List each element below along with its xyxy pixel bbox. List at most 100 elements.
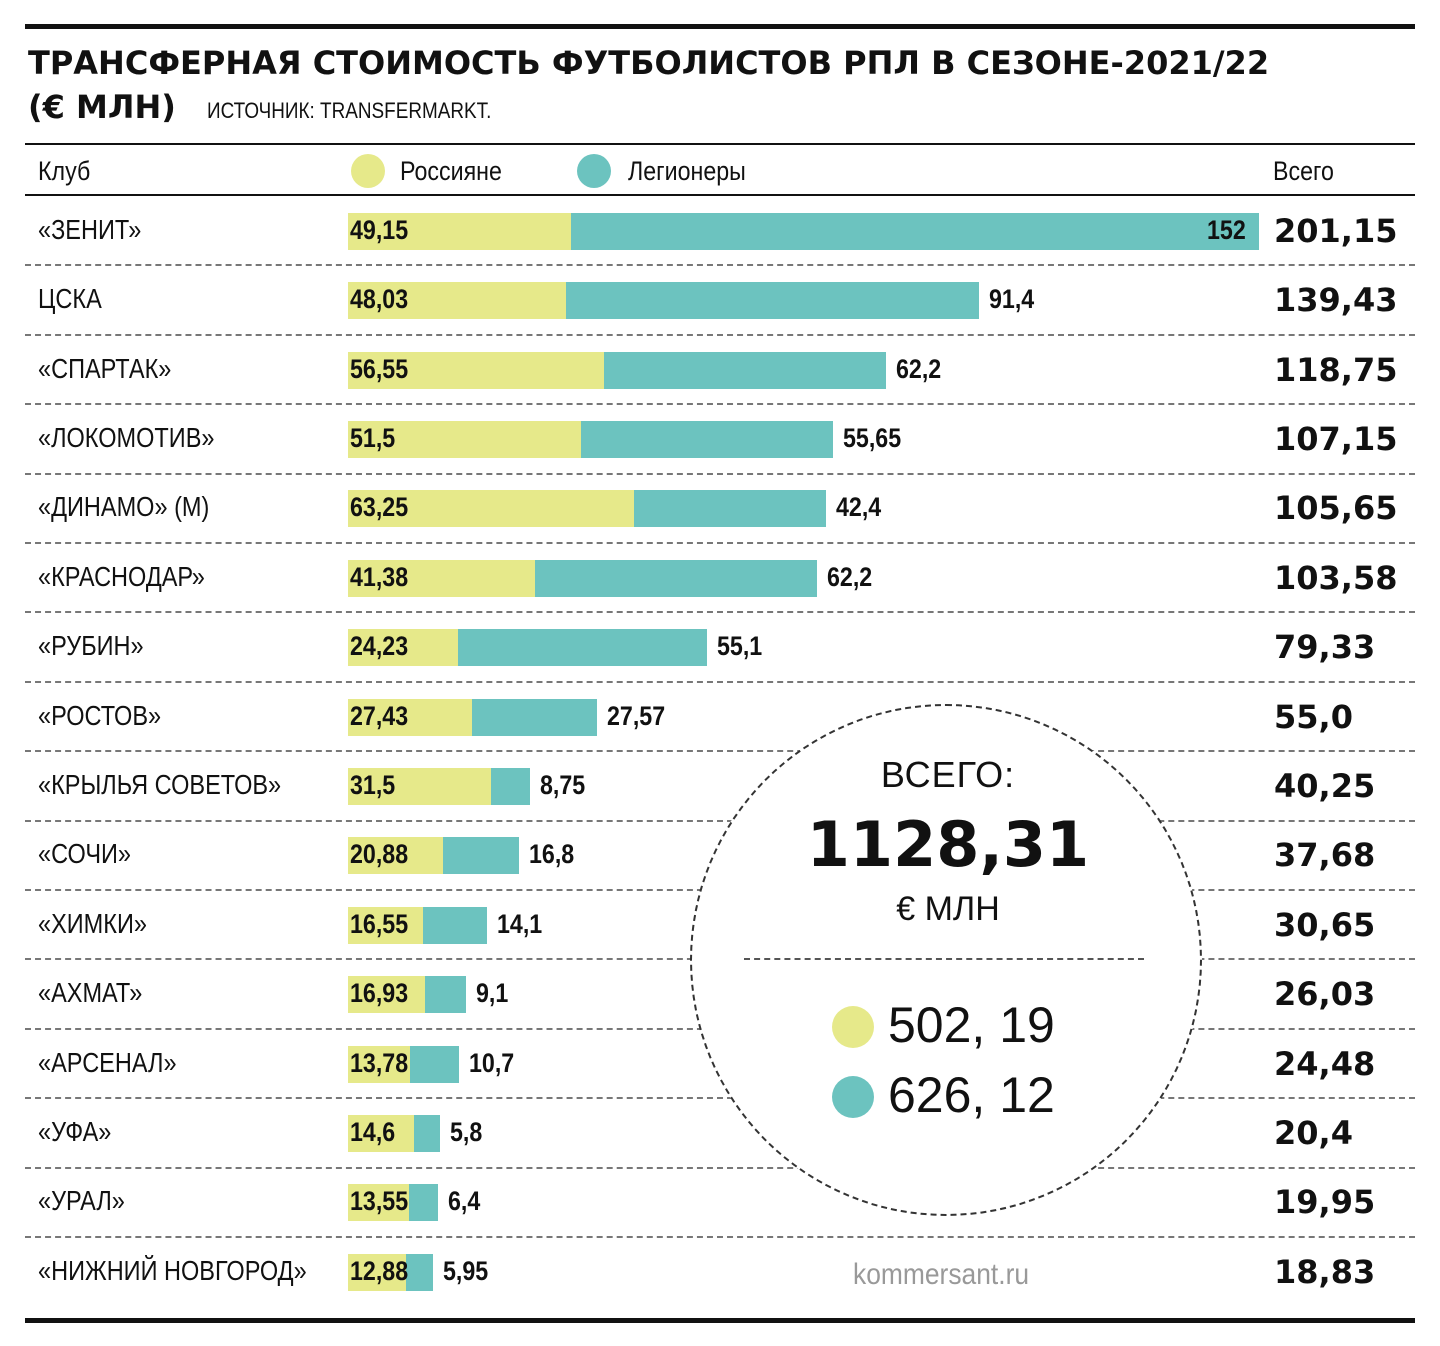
total-value: 107,15 [1274, 419, 1398, 458]
bar-russians [348, 1184, 410, 1222]
total-value: 20,4 [1274, 1113, 1353, 1152]
row-divider [25, 750, 1415, 753]
total-value: 79,33 [1274, 628, 1376, 667]
value-label-russians: 41,38 [350, 561, 409, 592]
value-label-russians: 16,55 [350, 908, 409, 939]
value-label-legionnaires: 9,1 [475, 978, 509, 1009]
value-label-russians: 31,5 [350, 769, 396, 800]
value-label-legionnaires: 91,4 [989, 284, 1035, 315]
summary-russians-value: 502, 19 [888, 997, 1055, 1053]
club-label: «РОСТОВ» [38, 699, 162, 731]
header-total: Всего [1273, 156, 1334, 186]
total-value: 105,65 [1274, 489, 1398, 528]
value-label-legionnaires: 55,1 [717, 631, 763, 662]
row-divider [25, 264, 1415, 267]
summary-swatch-russians [832, 1006, 874, 1048]
bar-russians [348, 420, 582, 458]
value-label-legionnaires: 16,8 [528, 839, 574, 870]
value-label-russians: 56,55 [350, 353, 409, 384]
credit: kommersant.ru [853, 1258, 1030, 1291]
bar-russians [348, 1045, 411, 1083]
bar-legionnaires [406, 1253, 434, 1291]
value-label-legionnaires: 14,1 [496, 908, 543, 939]
club-label: «СОЧИ» [38, 838, 131, 870]
bar-legionnaires [414, 1114, 441, 1152]
bar-russians [348, 559, 536, 597]
bar-russians [348, 629, 458, 667]
bar-legionnaires [565, 282, 980, 320]
value-label-russians: 63,25 [350, 492, 409, 523]
value-label-russians: 49,15 [350, 214, 409, 245]
club-label: «АРСЕНАЛ» [38, 1046, 177, 1078]
bar-legionnaires [535, 559, 818, 597]
club-label: «АХМАТ» [38, 977, 143, 1009]
club-label: «СПАРТАК» [38, 352, 172, 384]
legend-swatch-legionnaires [577, 154, 611, 188]
value-label-russians: 14,6 [350, 1116, 396, 1147]
legend-label-russians: Россияне [400, 156, 502, 186]
value-label-legionnaires: 5,95 [443, 1255, 489, 1286]
club-label: «ХИМКИ» [38, 907, 147, 939]
bar-russians [348, 976, 425, 1014]
value-label-russians: 12,88 [350, 1255, 409, 1286]
value-label-russians: 20,88 [350, 839, 409, 870]
row-divider [25, 472, 1415, 475]
header-rule-bottom [25, 194, 1415, 196]
value-label-legionnaires: 6,4 [448, 1186, 481, 1217]
total-value: 40,25 [1274, 766, 1376, 805]
summary-label: ВСЕГО: [880, 754, 1016, 795]
club-label: «УРАЛ» [38, 1185, 125, 1217]
bar-legionnaires [604, 351, 886, 389]
value-label-legionnaires: 152 [1207, 214, 1246, 245]
summary-swatch-legionnaires [832, 1076, 874, 1118]
bottom-rule [25, 1318, 1415, 1323]
bar-russians [348, 698, 473, 736]
bar-russians [348, 282, 566, 320]
total-value: 24,48 [1274, 1044, 1376, 1083]
total-value: 103,58 [1274, 558, 1398, 597]
club-label: ЦСКА [38, 283, 102, 315]
value-label-legionnaires: 27,57 [607, 700, 666, 731]
legend-swatch-russians [351, 154, 385, 188]
club-label: «ДИНАМО» (М) [38, 491, 210, 523]
club-label: «УФА» [38, 1115, 112, 1147]
bar-russians [348, 767, 491, 805]
club-label: «КРАСНОДАР» [38, 560, 205, 592]
total-value: 55,0 [1274, 697, 1353, 736]
row-divider [25, 333, 1415, 336]
value-label-russians: 24,23 [350, 631, 409, 662]
value-label-legionnaires: 5,8 [450, 1116, 483, 1147]
value-label-legionnaires: 10,7 [468, 1047, 515, 1078]
bar-russians [348, 490, 635, 528]
value-label-legionnaires: 42,4 [836, 492, 882, 523]
bar-legionnaires [490, 767, 531, 805]
bar-legionnaires [570, 212, 1259, 250]
summary-total-value: 1128,31 [806, 808, 1090, 881]
total-value: 37,68 [1274, 836, 1376, 875]
summary-unit: € МЛН [896, 890, 1000, 928]
top-rule [25, 24, 1415, 29]
bar-legionnaires [472, 698, 598, 736]
row-divider [25, 403, 1415, 406]
row-divider [25, 1166, 1415, 1169]
row-divider [25, 611, 1415, 614]
bar-legionnaires [422, 906, 487, 944]
chart-title-unit: (€ МЛН) [28, 88, 176, 126]
legend-label-legionnaires: Легионеры [628, 156, 746, 186]
bar-russians [348, 906, 423, 944]
total-value: 18,83 [1274, 1252, 1376, 1291]
header-rule-top [25, 143, 1415, 145]
value-label-legionnaires: 62,2 [827, 561, 873, 592]
bar-russians [348, 1114, 415, 1152]
bar-legionnaires [409, 1184, 439, 1222]
summary-legionnaires-value: 626, 12 [888, 1067, 1055, 1123]
total-value: 19,95 [1274, 1183, 1376, 1222]
bar-russians [348, 351, 605, 389]
value-label-russians: 16,93 [350, 978, 409, 1009]
value-label-legionnaires: 8,75 [540, 769, 586, 800]
bar-legionnaires [581, 420, 834, 458]
row-divider [25, 1236, 1415, 1238]
row-divider [25, 1097, 1415, 1100]
value-label-russians: 13,78 [350, 1047, 409, 1078]
value-label-legionnaires: 62,2 [895, 353, 942, 384]
